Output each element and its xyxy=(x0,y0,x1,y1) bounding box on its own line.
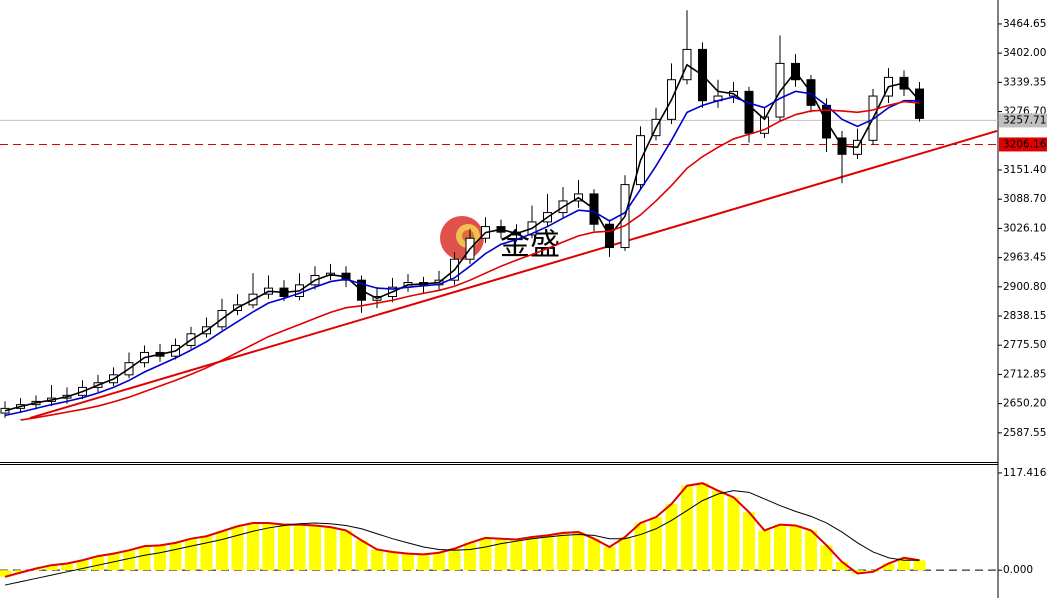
histogram-bar xyxy=(371,549,383,571)
y-tick-label: 2838.15 xyxy=(1003,310,1046,322)
moving-average xyxy=(20,100,920,421)
histogram-bar xyxy=(169,542,182,571)
y-tick-label: 3088.70 xyxy=(1003,193,1046,205)
histogram-bar xyxy=(386,551,399,571)
histogram-bar xyxy=(76,560,89,571)
y-tick-label: 3339.35 xyxy=(1003,76,1046,88)
histogram-bar xyxy=(417,554,430,571)
histogram-bar xyxy=(433,552,445,571)
histogram-bar xyxy=(216,531,228,571)
histogram-bar xyxy=(681,485,693,571)
histogram-bar xyxy=(572,532,585,571)
histogram-bar xyxy=(851,570,864,574)
histogram-bar xyxy=(402,553,414,571)
histogram-bar xyxy=(634,522,647,571)
histogram-bar xyxy=(774,524,786,571)
price-label: 3257.71 xyxy=(1003,114,1046,126)
histogram-bar xyxy=(836,561,848,571)
y-tick-label: 2587.55 xyxy=(1003,427,1046,439)
price-label-box xyxy=(999,113,1047,128)
histogram-bar xyxy=(92,556,104,571)
histogram-bar xyxy=(14,570,27,573)
candle-body xyxy=(915,88,924,119)
trendline xyxy=(29,129,998,419)
y-tick-label: 3151.40 xyxy=(1003,164,1046,176)
histogram-outline xyxy=(4,482,920,578)
histogram-bar xyxy=(340,530,352,571)
histogram-bar xyxy=(727,497,740,571)
histogram-bar xyxy=(231,526,244,571)
y-tick-label: 0.000 xyxy=(1003,564,1033,576)
price-label: 3206.16 xyxy=(1003,138,1047,150)
histogram-bar xyxy=(185,538,197,571)
histogram-bar xyxy=(898,557,910,571)
y-tick-label: 2650.20 xyxy=(1003,398,1046,410)
histogram-bar xyxy=(355,540,368,571)
histogram-bar xyxy=(138,546,151,571)
histogram-bar xyxy=(526,537,538,571)
signal-line xyxy=(4,490,920,586)
histogram-bar xyxy=(479,537,492,571)
y-tick-label: 2712.85 xyxy=(1003,368,1046,380)
histogram-bar xyxy=(882,563,895,571)
histogram-bar xyxy=(712,490,724,571)
histogram-bar xyxy=(619,537,631,571)
moving-average xyxy=(4,90,920,417)
histogram-bar xyxy=(309,525,321,571)
histogram-bar xyxy=(541,535,554,571)
y-tick-label: 3464.65 xyxy=(1003,18,1046,30)
histogram-bar xyxy=(123,550,135,571)
histogram-bar xyxy=(200,536,213,571)
histogram-bar xyxy=(665,503,678,571)
y-tick-label: 3402.00 xyxy=(1003,47,1046,59)
histogram-bar xyxy=(913,560,926,571)
candle-body xyxy=(760,116,769,134)
histogram-bar xyxy=(154,545,166,571)
histogram-bar xyxy=(324,527,337,571)
histogram-bar xyxy=(45,565,58,571)
histogram-bar xyxy=(789,525,802,571)
histogram-bar xyxy=(758,530,771,571)
watermark-logo xyxy=(440,216,484,260)
histogram-bar xyxy=(820,545,833,571)
y-tick-label: 2900.80 xyxy=(1003,281,1046,293)
histogram-bar xyxy=(805,530,817,571)
histogram-bar xyxy=(603,546,616,571)
y-tick-label: 2775.50 xyxy=(1003,339,1046,351)
moving-average xyxy=(4,63,921,412)
y-tick-label: 2963.45 xyxy=(1003,252,1046,264)
histogram-bar xyxy=(262,522,275,571)
histogram-bar xyxy=(495,538,507,571)
histogram-bar xyxy=(464,542,476,571)
histogram-bar xyxy=(448,548,461,571)
histogram-bar xyxy=(588,538,600,571)
histogram-bar xyxy=(743,512,755,571)
candle-body xyxy=(744,90,754,134)
histogram-bar xyxy=(278,524,290,571)
histogram-bar xyxy=(557,532,569,571)
histogram-bar xyxy=(696,483,709,571)
histogram-bar xyxy=(510,539,523,571)
y-tick-label: 117.416 xyxy=(1003,467,1047,479)
y-tick-label: 3026.10 xyxy=(1003,222,1046,234)
histogram-bar xyxy=(0,570,11,577)
histogram-bar xyxy=(293,524,306,571)
price-label-box xyxy=(999,137,1047,152)
histogram-bar xyxy=(247,522,259,571)
histogram-bar xyxy=(61,563,73,571)
histogram-bar xyxy=(650,517,662,571)
